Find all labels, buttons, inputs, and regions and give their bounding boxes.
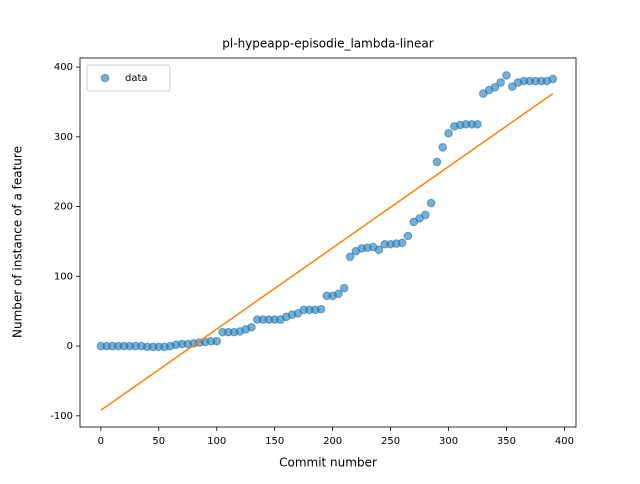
data-point [334,289,343,299]
data-point [426,198,436,208]
x-tick-label: 350 [497,436,516,447]
legend-box [86,64,171,92]
x-axis-label: Commit number [279,456,377,470]
data-point [345,252,355,262]
data-point [374,245,384,255]
x-tick-label: 0 [98,436,104,447]
x-tick-label: 100 [207,436,226,447]
plot-frame [79,57,577,428]
data-point [403,231,413,241]
x-tick-label: 400 [555,436,574,447]
data-point [438,142,448,152]
legend-label: data [125,73,148,84]
data-point [502,71,511,80]
x-tick-label: 50 [152,436,165,447]
data-point [421,210,430,220]
data-point [490,82,500,92]
data-point [473,119,482,129]
x-tick-label: 250 [381,436,400,447]
data-point [507,82,517,91]
y-tick-label: 300 [54,132,73,143]
y-tick-label: 200 [54,202,73,213]
data-point [397,238,407,248]
y-axis-label: Number of instance of a feature [11,146,25,338]
data-point [212,336,222,346]
data-point [316,304,326,314]
data-point [432,157,442,167]
data-point [247,322,256,332]
data-point [496,78,505,87]
fit-line [100,92,554,411]
y-tick-label: -100 [50,411,73,422]
x-tick-label: 200 [323,436,342,447]
x-tick-label: 150 [265,436,284,447]
chart-title: pl-hypeapp-episodie_lambda-linear [222,37,433,51]
y-tick-label: 0 [67,341,73,352]
data-point [548,74,558,84]
y-tick-label: 400 [54,62,73,73]
y-tick-label: 100 [54,271,73,282]
data-point [444,129,453,138]
x-tick-label: 300 [439,436,458,447]
legend-marker [100,73,110,83]
data-point [339,283,349,293]
